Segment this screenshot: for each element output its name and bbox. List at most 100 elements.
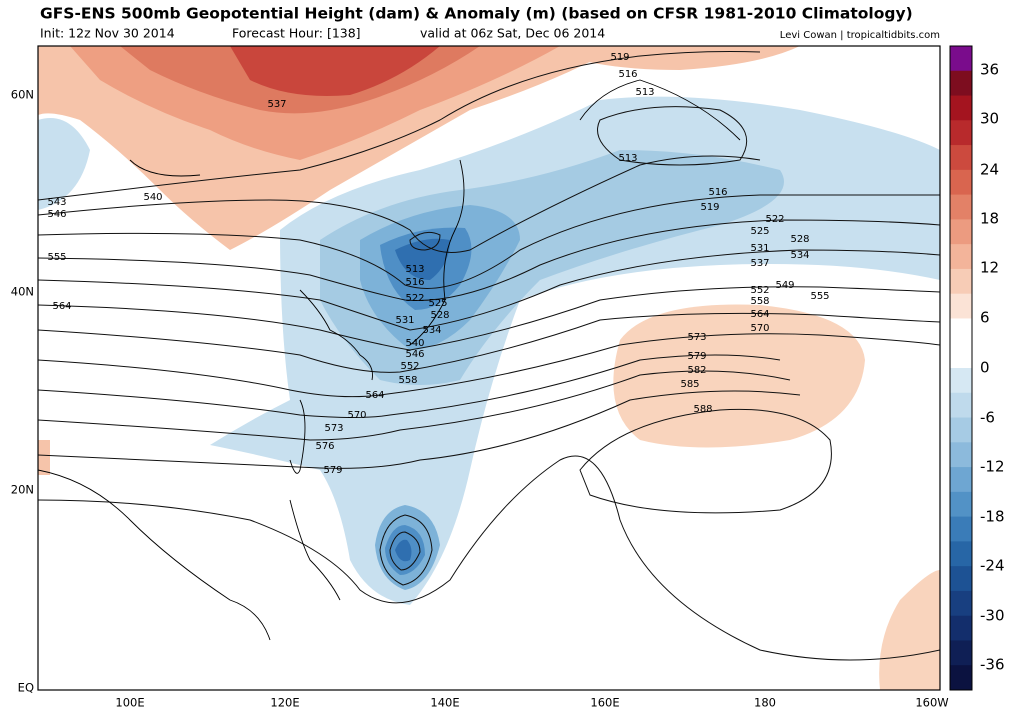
colorbar-bin [950,293,972,319]
contour-label: 513 [405,264,424,275]
contour-label: 588 [693,404,712,415]
colorbar-label: -18 [980,508,1005,526]
contour-label: 543 [47,197,66,208]
contour-label: 516 [708,187,727,198]
colorbar [950,46,972,691]
colorbar-label: -30 [980,607,1005,625]
contour-label: 552 [750,285,769,296]
colorbar-label: 18 [980,210,999,228]
colorbar-bin [950,95,972,121]
colorbar-bin [950,343,972,369]
contour-label: 558 [398,375,417,386]
colorbar-bin [950,120,972,146]
contour-label: 534 [422,325,441,336]
contour-label: 525 [428,298,447,309]
lon-label: 160W [915,696,948,710]
contour-label: 519 [700,202,719,213]
contour-label: 534 [790,250,809,261]
colorbar-bin [950,268,972,295]
colorbar-bin [950,392,972,419]
contour-label: 585 [680,379,699,390]
contour-label: 516 [618,69,637,80]
contour-label: 573 [324,423,343,434]
contour-label: 513 [618,153,637,164]
colorbar-label: 36 [980,61,999,79]
colorbar-label: 12 [980,259,999,277]
contour-label: 558 [750,296,769,307]
contour-label: 564 [750,309,769,320]
colorbar-bin [950,516,972,542]
contour-label: 573 [687,332,706,343]
colorbar-bin [950,640,972,666]
colorbar-label: 24 [980,161,999,179]
colorbar-bin [950,442,972,468]
colorbar-label: 6 [980,309,990,327]
lon-label: 100E [115,696,144,710]
contour-label: 513 [635,87,654,98]
colorbar-label: 0 [980,359,990,377]
lon-label: 180 [754,696,776,710]
colorbar-bin [950,541,972,567]
contour-label: 537 [750,258,769,269]
colorbar-bin [950,169,972,196]
contour-label: 540 [405,338,424,349]
colorbar-bin [950,566,972,592]
colorbar-bin [950,665,972,691]
contour-label: 579 [687,351,706,362]
lon-label: 160E [590,696,619,710]
valid-time: valid at 06z Sat, Dec 06 2014 [420,26,605,41]
colorbar-frame [949,45,973,691]
map-area [38,46,940,690]
contour-label: 546 [47,209,66,220]
contour-label: 537 [267,99,286,110]
title: GFS-ENS 500mb Geopotential Height (dam) … [40,5,913,23]
contour-label: 555 [810,291,829,302]
contour-label: 582 [687,365,706,376]
colorbar-bin [950,590,972,617]
contour-label: 516 [405,277,424,288]
colorbar-bin [950,491,972,518]
lat-label: EQ [18,681,34,695]
colorbar-bin [950,318,972,344]
colorbar-bin [950,368,972,394]
credit: Levi Cowan | tropicaltidbits.com [780,30,940,41]
init-time: Init: 12z Nov 30 2014 [40,26,175,41]
lon-label: 140E [430,696,459,710]
contour-label: 564 [52,301,71,312]
contour-label: 555 [47,252,66,263]
colorbar-label: -6 [980,409,995,427]
lat-label: 60N [11,88,34,102]
colorbar-label: -12 [980,458,1005,476]
contour-label: 531 [750,243,769,254]
colorbar-bin [950,615,972,641]
contour-label: 570 [347,410,366,421]
contour-label: 564 [365,390,384,401]
colorbar-bin [950,219,972,245]
colorbar-bin [950,417,972,443]
contour-label: 528 [430,310,449,321]
contour-label: 519 [610,52,629,63]
lat-label: 40N [11,285,34,299]
colorbar-bin [950,467,972,493]
contour-label: 579 [323,465,342,476]
contour-label: 570 [750,323,769,334]
colorbar-bin [950,46,972,72]
lon-label: 120E [270,696,299,710]
contour-label: 549 [775,280,794,291]
contour-label: 522 [405,293,424,304]
colorbar-bin [950,194,972,220]
colorbar-bin [950,244,972,270]
forecast-hour: Forecast Hour: [138] [232,26,361,41]
contour-label: 525 [750,226,769,237]
contour-label: 528 [790,234,809,245]
contour-label: 531 [395,315,414,326]
contour-label: 540 [143,192,162,203]
map-frame [37,45,941,691]
colorbar-bin [950,145,972,171]
colorbar-bin [950,70,972,97]
colorbar-label: -24 [980,557,1005,575]
contour-label: 546 [405,349,424,360]
colorbar-label: -36 [980,656,1005,674]
contour-label: 522 [765,214,784,225]
